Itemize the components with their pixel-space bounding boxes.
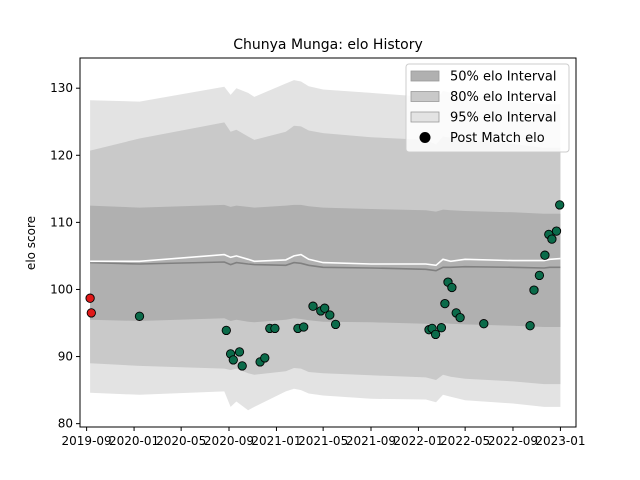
post-match-point-31 xyxy=(529,285,539,295)
post-match-point-2 xyxy=(86,308,96,318)
post-match-point-14 xyxy=(299,322,309,332)
y-tick-label-130: 130 xyxy=(50,81,73,95)
x-tick-label-2019-09: 2019-09 xyxy=(62,434,112,448)
band-50-interval xyxy=(90,204,561,327)
post-match-point-7 xyxy=(234,347,245,357)
y-axis: 80 90 100 110 120 130 xyxy=(50,81,80,431)
x-tick-label-2020-01: 2020-01 xyxy=(109,434,159,448)
plot-frame xyxy=(79,57,577,428)
legend-box xyxy=(405,63,570,153)
post-match-point-4 xyxy=(221,325,231,336)
post-match-point-10 xyxy=(260,353,270,363)
y-tick-label-90: 90 xyxy=(58,350,73,364)
legend: 50% elo Interval 80% elo Interval 95% elo … xyxy=(405,63,570,153)
post-match-point-12 xyxy=(270,323,280,334)
post-match-point-29 xyxy=(479,319,489,329)
post-match-point-18 xyxy=(325,310,335,320)
x-tick-label-2021-01: 2021-01 xyxy=(251,434,301,448)
legend-entry-80-elo-interval: 80% elo Interval xyxy=(450,90,557,105)
y-tick-label-120: 120 xyxy=(50,148,73,162)
legend-marker-post-match-elo xyxy=(419,132,431,143)
x-tick-label-2022-09: 2022-09 xyxy=(488,434,538,448)
post-match-point-35 xyxy=(547,234,557,244)
legend-swatch-95-elo-interval xyxy=(410,111,440,123)
x-axis: 2019-092020-012020-052020-092021-012021-… xyxy=(62,427,586,448)
mean-elo-line xyxy=(90,261,561,272)
x-tick-label-2020-05: 2020-05 xyxy=(156,434,206,448)
post-match-point-33 xyxy=(540,250,550,260)
y-tick-label-110: 110 xyxy=(50,215,73,229)
chart-title: Chunya Munga: elo History xyxy=(233,37,423,53)
post-match-point-17 xyxy=(320,303,330,313)
post-match-point-6 xyxy=(228,355,238,365)
post-match-point-36 xyxy=(551,226,562,236)
x-tick-label-2022-01: 2022-01 xyxy=(393,434,443,448)
x-tick-label-2021-09: 2021-09 xyxy=(346,434,396,448)
legend-swatch-50-elo-interval xyxy=(410,70,440,82)
post-match-point-1 xyxy=(85,293,95,303)
post-match-point-26 xyxy=(447,282,457,293)
post-match-point-19 xyxy=(330,319,341,330)
legend-entry-95-elo-interval: 95% elo Interval xyxy=(450,111,557,126)
post-match-point-28 xyxy=(455,312,465,323)
x-tick-label-2021-05: 2021-05 xyxy=(298,434,348,448)
y-axis-label: elo score xyxy=(24,216,38,270)
y-tick-label-80: 80 xyxy=(58,417,73,431)
post-match-point-15 xyxy=(308,301,318,311)
legend-entry-post-match-elo: Post Match elo xyxy=(450,131,545,146)
post-match-point-23 xyxy=(436,323,447,333)
post-match-point-8 xyxy=(237,361,247,371)
post-match-point-32 xyxy=(534,270,545,281)
post-match-point-30 xyxy=(525,321,535,331)
plot-area xyxy=(85,80,565,411)
x-tick-label-2020-09: 2020-09 xyxy=(204,434,254,448)
post-match-point-24 xyxy=(440,298,450,309)
post-match-point-22 xyxy=(430,329,441,340)
x-tick-label-2022-05: 2022-05 xyxy=(440,434,490,448)
median-elo-line xyxy=(90,253,561,267)
legend-entry-50-elo-interval: 50% elo Interval xyxy=(450,70,557,85)
post-match-point-37 xyxy=(555,200,565,210)
legend-swatch-80-elo-interval xyxy=(410,91,440,102)
y-tick-label-100: 100 xyxy=(50,282,73,296)
post-match-point-3 xyxy=(134,311,145,321)
x-tick-label-2023-01: 2023-01 xyxy=(535,434,585,448)
